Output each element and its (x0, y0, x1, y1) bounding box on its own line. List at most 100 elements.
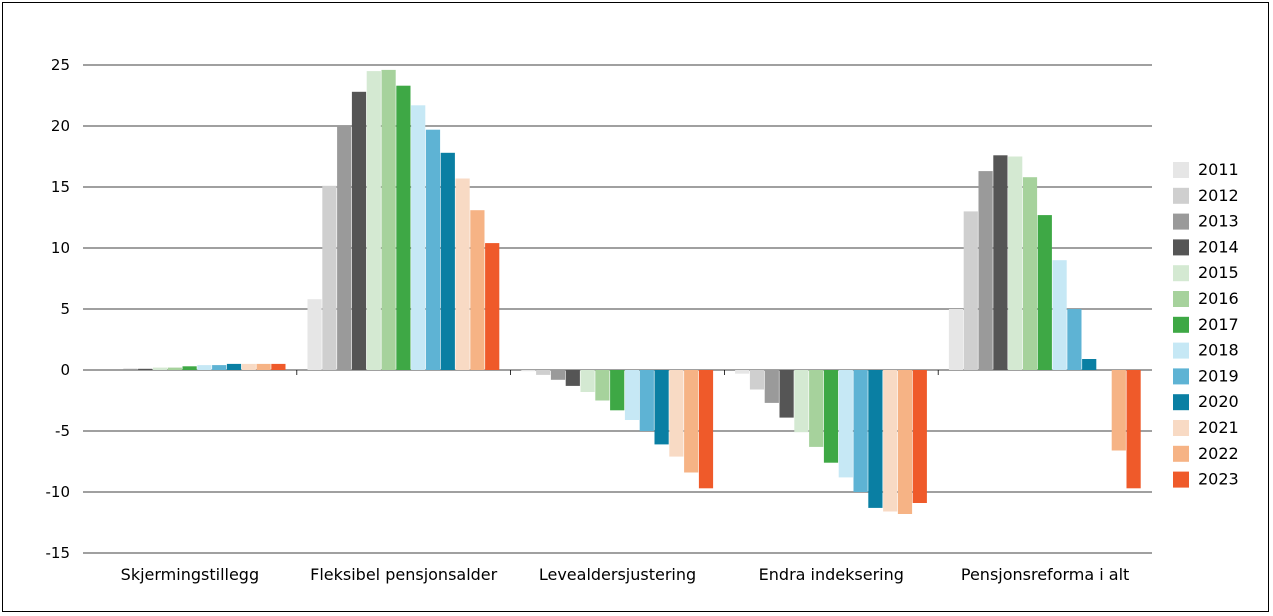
bar-2016-1 (381, 69, 396, 371)
bar-2012-3 (749, 370, 765, 390)
bar-2019-2 (639, 370, 654, 431)
bar-2020-3 (868, 370, 883, 508)
bar-2017-0 (182, 366, 197, 370)
bar-2018-3 (838, 370, 853, 478)
legend-swatch-2016 (1173, 291, 1189, 307)
bar-2021-2 (669, 370, 684, 457)
bar-2014-0 (138, 368, 153, 370)
bar-2021-0 (241, 363, 256, 370)
legend-swatch-2018 (1173, 342, 1189, 359)
legend-label: 2022 (1198, 444, 1239, 463)
bar-2011-2 (521, 370, 536, 372)
bar-2016-2 (595, 370, 610, 401)
bar-2013-2 (550, 370, 566, 380)
y-tick-label: -5 (55, 422, 70, 440)
bar-2012-4 (963, 211, 978, 370)
bar-2019-0 (212, 365, 227, 370)
legend-label: 2020 (1198, 392, 1239, 411)
bar-2020-2 (654, 370, 669, 445)
legend-label: 2018 (1198, 341, 1239, 360)
bar-2023-0 (271, 363, 286, 370)
legend-label: 2017 (1198, 315, 1239, 334)
legend-label: 2011 (1198, 160, 1239, 179)
bar-2022-1 (470, 210, 485, 370)
bar-2022-2 (684, 370, 699, 473)
bar-2018-2 (624, 370, 640, 420)
bar-2023-4 (1126, 370, 1141, 489)
bar-2011-4 (948, 309, 964, 370)
y-tick-label: 20 (51, 117, 70, 135)
legend-label: 2015 (1198, 263, 1239, 282)
bar-2012-1 (322, 185, 337, 370)
bar-2016-0 (167, 367, 182, 370)
bar-2018-4 (1052, 260, 1067, 370)
legend-label: 2013 (1198, 212, 1239, 231)
legend-label: 2016 (1198, 289, 1239, 308)
legend-label: 2023 (1198, 470, 1239, 489)
legend-label: 2014 (1198, 237, 1239, 256)
bar-2018-0 (197, 365, 212, 370)
bar-2015-4 (1008, 156, 1023, 370)
category-separators (296, 370, 939, 375)
bar-2014-3 (779, 370, 794, 418)
bar-2020-4 (1082, 359, 1097, 370)
legend-swatch-2017 (1173, 316, 1189, 333)
legend-swatch-2023 (1173, 471, 1189, 488)
x-category-label: Fleksibel pensjonsalder (310, 565, 498, 584)
bar-2023-1 (485, 243, 500, 370)
x-category-label: Levealdersjustering (539, 565, 696, 584)
y-tick-label: -10 (46, 483, 71, 501)
bar-2013-3 (764, 370, 779, 403)
bar-2023-2 (698, 370, 714, 489)
legend-swatch-2019 (1173, 368, 1189, 385)
bar-2019-1 (425, 129, 441, 370)
bar-2019-4 (1067, 309, 1082, 370)
bar-2020-1 (440, 152, 455, 370)
bar-2019-3 (853, 370, 868, 492)
bar-2018-1 (411, 105, 426, 371)
bar-2023-3 (912, 370, 927, 503)
legend-swatch-2021 (1173, 420, 1189, 436)
legend-swatch-2012 (1173, 187, 1189, 204)
y-tick-label: -15 (46, 544, 71, 562)
x-category-label: Skjermingstillegg (121, 565, 259, 584)
legend-swatch-2014 (1173, 239, 1189, 256)
bar-2015-1 (366, 71, 381, 370)
x-category-label: Pensjonsreforma i alt (961, 565, 1129, 584)
bar-2012-2 (536, 370, 551, 375)
bar-2013-4 (978, 171, 993, 370)
y-tick-label: 25 (51, 56, 70, 74)
bar-2017-2 (610, 370, 625, 411)
legend: 2011 2012 2013 2014 2015 2016 2017 2018 2019 2020… (1173, 160, 1239, 489)
bar-2011-3 (735, 370, 750, 374)
bar-2017-1 (396, 85, 411, 370)
bar-2020-0 (226, 363, 242, 370)
bar-2022-3 (897, 370, 913, 514)
bar-2016-3 (809, 370, 824, 447)
y-tick-label: 10 (51, 239, 70, 257)
bar-2016-4 (1022, 177, 1038, 370)
bar-2017-4 (1037, 215, 1052, 370)
bar-2014-1 (351, 91, 367, 371)
bar-2015-3 (794, 370, 809, 433)
x-category-label: Endra indeksering (759, 565, 904, 584)
bar-2011-1 (307, 299, 322, 370)
bar-2021-3 (883, 370, 898, 512)
legend-swatch-2015 (1173, 265, 1189, 282)
bars (123, 69, 1141, 514)
x-axis-categories: Skjermingstillegg Fleksibel pensjonsalder… (121, 565, 1130, 584)
y-tick-label: 5 (60, 300, 70, 318)
bar-2021-1 (455, 178, 470, 370)
legend-label: 2021 (1198, 418, 1239, 437)
legend-swatch-2013 (1173, 213, 1189, 230)
bar-2015-2 (580, 370, 595, 392)
legend-label: 2012 (1198, 186, 1239, 205)
bar-2022-4 (1111, 370, 1126, 451)
y-tick-label: 15 (51, 178, 70, 196)
legend-swatch-2020 (1173, 394, 1189, 411)
bar-2014-2 (565, 370, 580, 386)
bar-2015-0 (152, 367, 168, 370)
legend-swatch-2022 (1173, 445, 1189, 462)
